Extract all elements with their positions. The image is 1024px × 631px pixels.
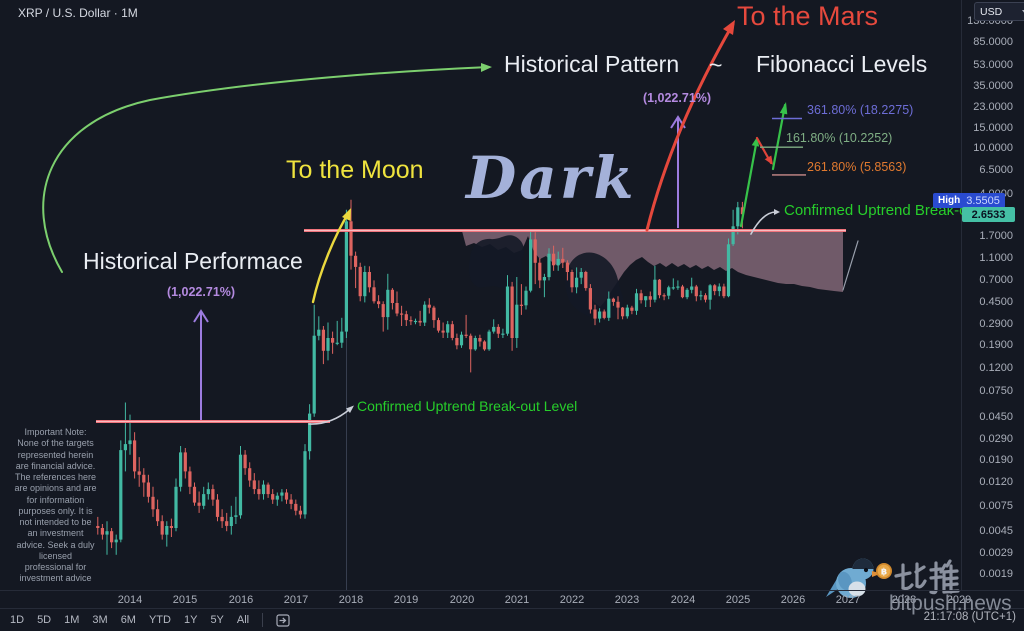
- range-button-1d[interactable]: 1D: [10, 614, 25, 626]
- price-tick-label: 85.0000: [973, 36, 1013, 48]
- bitpush-bird-logo: ฿: [826, 558, 892, 598]
- fib-level-label: 261.80% (5.8563): [807, 160, 907, 174]
- yellow-moon-arrow: [311, 210, 351, 304]
- year-tick-label: 2021: [504, 594, 530, 606]
- fib-level-label: 361.80% (18.2275): [807, 103, 914, 117]
- range-button-5d[interactable]: 5D: [37, 614, 52, 626]
- price-tick-label: 0.2900: [979, 318, 1013, 330]
- year-tick-label: 2025: [725, 594, 751, 606]
- price-tick-label: 0.0190: [979, 454, 1013, 466]
- measure-percent-label: (1,022.71%): [642, 91, 712, 105]
- toolbar-border: [0, 608, 1024, 609]
- range-button-6m[interactable]: 6M: [120, 614, 136, 626]
- price-tick-label: 1.7000: [979, 230, 1013, 242]
- historical-pattern-label: Historical Pattern: [504, 51, 680, 77]
- bitpush-cjk-watermark: [894, 559, 960, 595]
- year-tick-label: 2019: [393, 594, 419, 606]
- price-tick-label: 0.1900: [979, 339, 1013, 351]
- currency-dropdown-label: USD: [980, 5, 1003, 18]
- historical-performace-label: Historical Performace: [83, 248, 303, 274]
- green-swoosh-arrow: [42, 66, 490, 273]
- red-mars-arrow: [645, 22, 735, 232]
- year-tick-label: 2029: [946, 594, 972, 606]
- tilde-label: ~: [709, 52, 723, 78]
- year-tick-label: 2015: [172, 594, 198, 606]
- price-tick-label: 0.0029: [979, 547, 1013, 559]
- year-tick-label: 2024: [670, 594, 696, 606]
- svg-text:฿: ฿: [881, 568, 887, 578]
- year-tick-label: 2023: [614, 594, 640, 606]
- year-tick-label: 2022: [559, 594, 585, 606]
- price-tick-label: 0.7000: [979, 274, 1013, 286]
- last-price-badge: 2.6533: [962, 207, 1015, 222]
- to-the-mars-label: To the Mars: [737, 1, 879, 31]
- range-button-ytd[interactable]: YTD: [148, 614, 171, 626]
- fib-level-label: 161.80% (10.2252): [786, 131, 893, 145]
- high-badge-value: 3.5505: [966, 194, 1000, 207]
- year-tick-label: 2020: [449, 594, 475, 606]
- year-tick-label: 2014: [117, 594, 143, 606]
- price-tick-label: 0.4500: [979, 296, 1013, 308]
- price-tick-label: 0.0450: [979, 411, 1013, 423]
- to-the-moon-label: To the Moon: [286, 156, 424, 184]
- price-tick-label: 0.0019: [979, 568, 1013, 580]
- breakout-pointer: [750, 211, 777, 235]
- price-axis-border: [961, 0, 962, 590]
- year-tick-label: 2018: [338, 594, 364, 606]
- clock: 21:17:08 (UTC+1): [923, 611, 1016, 623]
- fibonacci-levels-label: Fibonacci Levels: [756, 51, 928, 77]
- range-button-1m[interactable]: 1M: [64, 614, 80, 626]
- candles-layer: [96, 199, 744, 555]
- price-tick-label: 0.0750: [979, 385, 1013, 397]
- price-tick-label: 23.0000: [973, 101, 1013, 113]
- year-tick-label: 2027: [835, 594, 861, 606]
- symbol-title[interactable]: XRP / U.S. Dollar · 1M: [18, 6, 138, 20]
- range-button-1y[interactable]: 1Y: [183, 614, 198, 626]
- chevron-down-icon: [1022, 9, 1024, 14]
- last-price-value: 2.6533: [971, 208, 1006, 221]
- projection-line: [842, 240, 859, 291]
- price-tick-label: 6.5000: [979, 164, 1013, 176]
- price-tick-label: 35.0000: [973, 80, 1013, 92]
- dark-watermark: Dark: [466, 144, 637, 212]
- price-tick-label: 0.0290: [979, 433, 1013, 445]
- range-buttons: 1D 5D 1M 3M 6M YTD 1Y 5Y All: [10, 614, 249, 626]
- range-toolbar: 1D 5D 1M 3M 6M YTD 1Y 5Y All: [10, 613, 290, 627]
- year-tick-label: 2016: [228, 594, 254, 606]
- price-tick-label: 10.0000: [973, 142, 1013, 154]
- time-axis-border: [0, 590, 1024, 591]
- toolbar-divider: [262, 613, 264, 627]
- important-note: Important Note: None of the targets repr…: [14, 427, 97, 584]
- price-tick-label: 0.0045: [979, 525, 1013, 537]
- year-tick-label: 2017: [283, 594, 309, 606]
- high-badge-label: High: [938, 195, 961, 206]
- price-tick-label: 1.1000: [979, 252, 1013, 264]
- breakout-level-pointer: [308, 408, 351, 425]
- range-button-5y[interactable]: 5Y: [210, 614, 224, 626]
- price-tick-label: 15.0000: [973, 122, 1013, 134]
- fib-green-leg-1: [739, 137, 759, 228]
- price-tick-label: 53.0000: [973, 59, 1013, 71]
- price-tick-label: 0.1200: [979, 362, 1013, 374]
- confirmed-breakout-label: Confirmed Uptrend Break-out: [784, 202, 980, 219]
- go-to-date-icon[interactable]: [276, 613, 290, 627]
- high-price-badge: High 3.5505: [933, 193, 1005, 208]
- bitpush-site-watermark: bitpush.news: [889, 592, 1012, 615]
- year-tick-label: 2026: [780, 594, 806, 606]
- confirmed-breakout-level-label: Confirmed Uptrend Break-out Level: [357, 398, 578, 414]
- year-tick-label: 2028: [891, 594, 917, 606]
- fib-green-leg-2: [771, 103, 787, 171]
- price-tick-label: 0.0120: [979, 476, 1013, 488]
- projection-zone: [462, 231, 843, 307]
- range-button-all[interactable]: All: [236, 614, 250, 626]
- measure-percent-label: (1,022.71%): [166, 285, 236, 299]
- shadow-figure: [468, 235, 524, 288]
- price-tick-label: 0.0075: [979, 500, 1013, 512]
- range-button-3m[interactable]: 3M: [92, 614, 108, 626]
- currency-dropdown[interactable]: USD: [974, 2, 1024, 21]
